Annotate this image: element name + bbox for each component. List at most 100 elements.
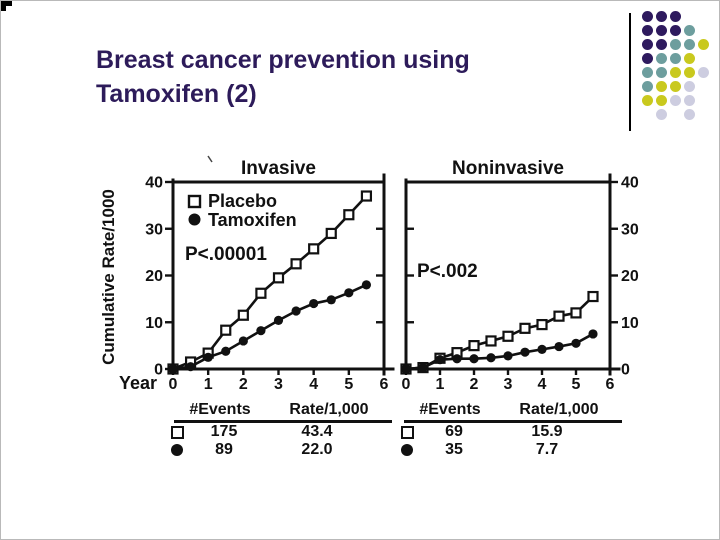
deco-dot — [670, 95, 681, 106]
y-tick-label: 10 — [621, 315, 639, 332]
deco-dot — [670, 25, 681, 36]
deco-dot — [698, 67, 709, 78]
open-square-marker-icon — [401, 425, 425, 439]
p-value-label: P<.00001 — [185, 244, 267, 265]
table-row-placebo: 175 43.4 — [164, 423, 400, 441]
open-square-marker — [308, 243, 320, 255]
rate-column-header: Rate/1,000 — [289, 401, 369, 418]
y-tick-label: 30 — [621, 221, 639, 238]
events-value: 175 — [210, 423, 238, 440]
filled-circle-marker — [486, 353, 496, 363]
x-tick-label: 0 — [169, 376, 178, 393]
deco-dot — [642, 25, 653, 36]
filled-circle-marker — [571, 338, 581, 348]
x-tick-label: 6 — [380, 376, 389, 393]
x-tick-label: 2 — [239, 376, 248, 393]
slide-title-line2: Tamoxifen (2) — [96, 80, 257, 108]
decorative-divider-line — [629, 13, 631, 131]
table-row-placebo: 69 15.9 — [394, 423, 630, 441]
deco-dot — [684, 81, 695, 92]
open-square-marker — [485, 335, 497, 347]
deco-dot — [698, 39, 709, 50]
deco-dot — [656, 67, 667, 78]
open-square-marker — [220, 324, 232, 336]
filled-circle-marker — [221, 346, 231, 356]
filled-circle-marker — [588, 329, 598, 339]
deco-dot — [656, 39, 667, 50]
p-value-label: P<.002 — [417, 261, 478, 282]
deco-dot — [642, 81, 653, 92]
slide-title: Breast cancer prevention using Tamoxifen… — [96, 43, 616, 111]
legend-square-icon — [187, 194, 202, 209]
filled-circle-marker — [452, 354, 462, 364]
deco-dot — [656, 95, 667, 106]
filled-circle-marker — [503, 351, 513, 361]
filled-circle-marker — [344, 288, 354, 298]
events-table-noninvasive: #Events Rate/1,000 69 15.9 35 7.7 — [394, 401, 630, 459]
open-square-marker — [468, 340, 480, 352]
filled-circle-marker — [238, 336, 248, 346]
deco-dot — [656, 53, 667, 64]
corner-mark — [1, 1, 12, 11]
filled-circle-marker — [361, 280, 372, 290]
y-tick-label: 0 — [621, 362, 630, 379]
filled-circle-marker — [185, 362, 196, 372]
chart-title: Invasive — [241, 158, 316, 179]
rate-value: 15.9 — [531, 423, 563, 440]
filled-circle-marker — [256, 326, 266, 336]
legend-circle-icon — [188, 213, 201, 226]
y-tick-label: 20 — [145, 268, 163, 285]
deco-dot — [656, 11, 667, 22]
filled-circle-marker — [554, 341, 564, 352]
y-tick-label: 0 — [154, 362, 163, 379]
x-tick-label: 4 — [538, 376, 547, 393]
filled-circle-marker-icon — [171, 444, 195, 456]
x-tick-label: 3 — [504, 376, 513, 393]
y-tick-label: 20 — [621, 268, 639, 285]
events-value: 69 — [445, 423, 463, 440]
x-tick-label: 5 — [572, 376, 581, 393]
x-tick-label: 6 — [606, 376, 615, 393]
filled-circle-marker — [418, 362, 428, 373]
open-square-marker — [536, 318, 548, 331]
deco-dot — [642, 67, 653, 78]
deco-dot — [684, 109, 695, 120]
y-axis-title: Cumulative Rate/1000 — [99, 189, 118, 365]
open-square-marker — [570, 307, 582, 319]
open-square-marker — [587, 290, 599, 303]
filled-circle-marker — [537, 344, 547, 354]
deco-dot — [656, 25, 667, 36]
open-square-marker — [343, 209, 355, 221]
filled-circle-marker-icon — [401, 444, 425, 456]
table-row-tamoxifen: 89 22.0 — [164, 441, 400, 459]
deco-dot — [642, 53, 653, 64]
rate-value: 43.4 — [301, 423, 333, 440]
deco-dot — [642, 39, 653, 50]
open-square-marker — [255, 287, 267, 299]
deco-dot — [642, 95, 653, 106]
filled-circle-marker — [168, 364, 178, 374]
deco-dot — [670, 11, 681, 22]
open-square-marker — [325, 227, 337, 240]
x-tick-label: 1 — [436, 376, 445, 393]
y-tick-label: 10 — [145, 315, 163, 332]
rate-value: 22.0 — [301, 441, 333, 458]
y-tick-label: 30 — [145, 221, 163, 238]
chart-invasive: 0 10 20 30 40 0 1 2 3 4 5 6 Invasive P<.00001 PlaceboT… — [145, 158, 395, 393]
chart-title: Noninvasive — [452, 158, 564, 179]
events-value: 35 — [445, 441, 463, 458]
deco-dot — [684, 95, 695, 106]
x-tick-label: 1 — [204, 376, 213, 393]
deco-dot — [656, 109, 667, 120]
filled-circle-marker — [309, 298, 319, 309]
events-table-invasive: #Events Rate/1,000 175 43.4 89 22.0 — [164, 401, 400, 459]
events-column-header: #Events — [189, 401, 251, 418]
x-tick-label: 2 — [470, 376, 479, 393]
deco-dot — [684, 67, 695, 78]
filled-circle-marker — [520, 347, 530, 357]
slide-title-line1: Breast cancer prevention using — [96, 46, 470, 74]
events-column-header: #Events — [419, 401, 481, 418]
filled-circle-marker — [435, 355, 445, 365]
